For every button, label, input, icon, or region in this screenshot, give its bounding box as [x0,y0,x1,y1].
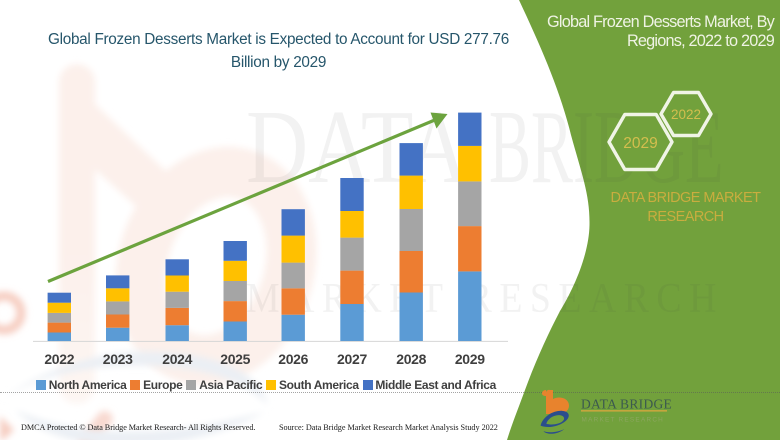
svg-text:DATA BRIDGE: DATA BRIDGE [581,397,672,412]
svg-text:MARKET RESEARCH: MARKET RESEARCH [582,417,665,424]
